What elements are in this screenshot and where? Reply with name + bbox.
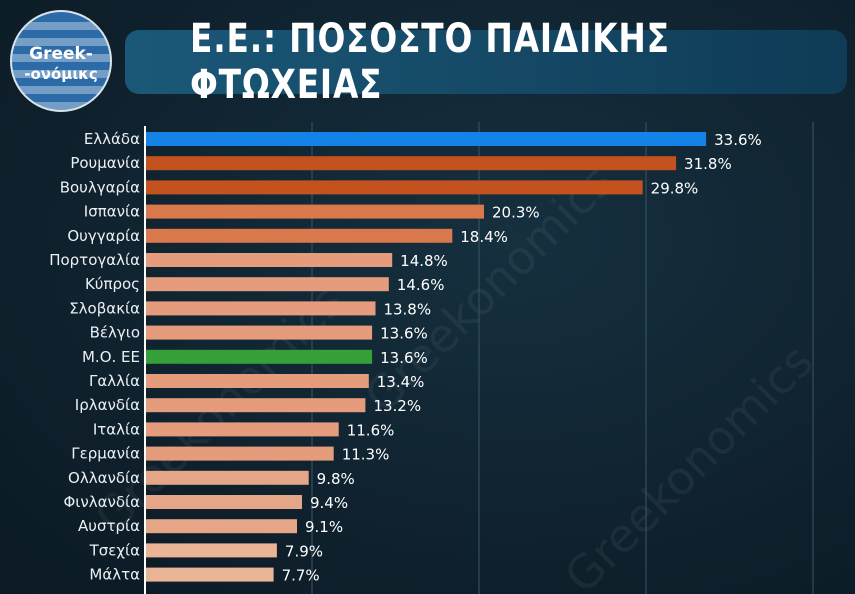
value-label: 18.4% — [460, 228, 508, 246]
bar — [145, 156, 677, 171]
category-label: Φινλανδία — [63, 493, 140, 511]
watermark-text: Greekonomics — [554, 334, 824, 594]
value-label: 14.6% — [397, 276, 445, 294]
bar — [145, 228, 453, 243]
value-label: 11.3% — [342, 446, 390, 464]
bar — [145, 470, 309, 485]
category-label: Ολλανδία — [68, 469, 140, 487]
bar — [145, 301, 376, 316]
value-label: 7.9% — [285, 542, 323, 560]
category-label: Βουλγαρία — [60, 178, 140, 196]
bar — [145, 567, 274, 582]
bar — [145, 253, 393, 267]
bar — [145, 543, 277, 558]
value-label: 13.6% — [380, 349, 428, 367]
greek-flag-icon — [12, 12, 110, 110]
page-title: Ε.Ε.: ΠΟΣΟΣΤΟ ΠΑΙΔΙΚΗΣ ΦΤΩΧΕΙΑΣ — [189, 16, 670, 108]
value-label: 7.7% — [282, 567, 320, 585]
category-label: Ρουμανία — [70, 154, 140, 172]
bar — [145, 495, 302, 509]
category-label: Μ.Ο. ΕΕ — [82, 348, 140, 366]
value-label: 20.3% — [492, 204, 540, 222]
value-label: 33.6% — [714, 131, 762, 149]
bar — [145, 132, 707, 146]
category-label: Ελλάδα — [84, 130, 140, 148]
value-label: 29.8% — [651, 179, 699, 197]
bar — [145, 374, 369, 388]
category-label: Αυστρία — [78, 517, 140, 535]
value-label: 31.8% — [684, 155, 732, 173]
value-label: 13.2% — [373, 397, 421, 415]
category-label: Ουγγαρία — [67, 227, 140, 245]
bar — [145, 519, 297, 534]
value-label: 9.8% — [317, 470, 355, 488]
value-label: 13.4% — [377, 373, 425, 391]
category-label: Ισπανία — [84, 203, 140, 221]
value-label: 14.8% — [400, 252, 448, 270]
category-label: Σλοβακία — [69, 299, 140, 317]
bar — [145, 446, 334, 461]
category-label: Ιρλανδία — [75, 396, 140, 414]
category-label: Ιταλία — [93, 420, 140, 438]
category-label: Τσεχία — [89, 541, 141, 559]
bar — [145, 398, 366, 413]
bar — [145, 422, 339, 437]
bar — [145, 204, 484, 219]
bar — [145, 349, 373, 364]
category-label: Βέλγιο — [90, 324, 140, 342]
category-label: Γαλλία — [89, 372, 140, 390]
bar — [145, 325, 373, 340]
logo-text-line2: -ονόμικς — [24, 65, 98, 83]
bar — [145, 180, 643, 195]
value-label: 11.6% — [347, 421, 395, 439]
category-label: Γερμανία — [71, 445, 140, 463]
value-label: 13.8% — [383, 300, 431, 318]
category-label: Πορτογαλία — [49, 251, 140, 269]
value-label: 13.6% — [380, 325, 428, 343]
category-label: Κύπρος — [85, 275, 140, 293]
title-banner: Ε.Ε.: ΠΟΣΟΣΤΟ ΠΑΙΔΙΚΗΣ ΦΤΩΧΕΙΑΣ — [125, 16, 847, 108]
value-label: 9.1% — [305, 518, 343, 536]
value-label: 9.4% — [310, 494, 348, 512]
logo: Greek- -ονόμικς — [12, 12, 110, 110]
logo-text-line1: Greek- — [29, 44, 93, 64]
bar — [145, 277, 389, 292]
category-label: Μάλτα — [89, 566, 140, 584]
